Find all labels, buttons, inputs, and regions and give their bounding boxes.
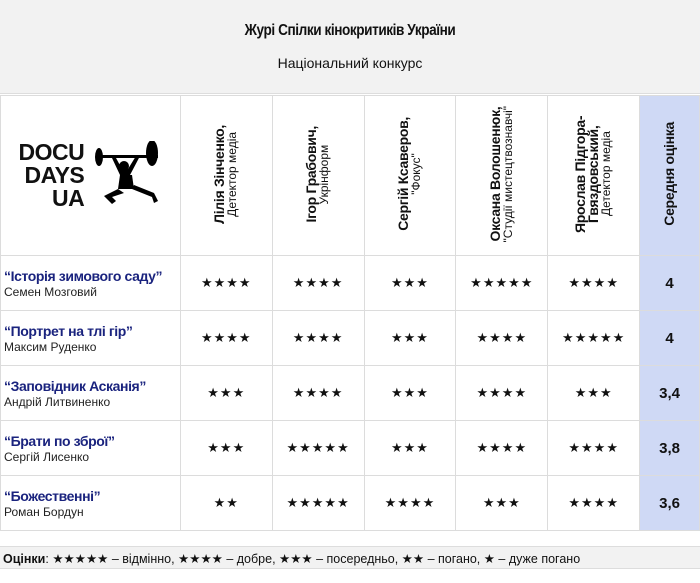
rating-cell: ★★★★★ <box>271 475 365 531</box>
rating-cell: ★★★★★ <box>547 310 641 366</box>
average-score: 3,6 <box>639 475 700 531</box>
juror-header-2: Ігор Грабович, Укрінформ <box>271 95 365 256</box>
film-cell: “Портрет на тлі гір” Максим Руденко <box>0 310 181 366</box>
average-header: Середня оцінка <box>639 95 700 256</box>
film-cell: “Історія зимового саду” Семен Мозговий <box>0 255 181 311</box>
film-title: “Божественні” <box>4 487 101 504</box>
juror-header-1: Лілія Зінченко, Детектор медіа <box>179 95 273 256</box>
table-header-row: DOCU DAYS UA Лілія Зінченко, Детектор медіа… <box>0 95 700 256</box>
film-cell: “Божественні” Роман Бордун <box>0 475 181 531</box>
film-cell: “Заповідник Асканія” Андрій Литвиненко <box>0 365 181 421</box>
film-cell: “Брати по зброї” Сергій Лисенко <box>0 420 181 476</box>
rating-cell: ★★★★ <box>455 365 549 421</box>
table-row: “Історія зимового саду” Семен Мозговий ★★★… <box>0 255 700 311</box>
rating-cell: ★★★★ <box>547 420 641 476</box>
juror-header-5: Ярослав Підгора-Гвяздовський, Детектор ме… <box>547 95 641 256</box>
rating-cell: ★★★★ <box>547 255 641 311</box>
average-score: 3,8 <box>639 420 700 476</box>
page-subtitle: Національний конкурс <box>277 55 423 71</box>
film-director: Семен Мозговий <box>4 284 97 299</box>
average-score: 3,4 <box>639 365 700 421</box>
film-director: Андрій Литвиненко <box>4 394 111 409</box>
table-row: “Божественні” Роман Бордун ★★ ★★★★★ ★★★★ ★★★ ★… <box>0 475 700 531</box>
rating-cell: ★★★★ <box>455 310 549 366</box>
table-row: “Портрет на тлі гір” Максим Руденко ★★★★ ★★… <box>0 310 700 366</box>
logo-cell: DOCU DAYS UA <box>0 95 181 256</box>
rating-cell: ★★★ <box>363 365 457 421</box>
film-title: “Історія зимового саду” <box>4 267 163 284</box>
film-director: Роман Бордун <box>4 504 84 519</box>
table-row: “Заповідник Асканія” Андрій Литвиненко ★★★… <box>0 365 700 421</box>
page-title: Журі Спілки кінокритиків України <box>244 22 456 39</box>
rating-cell: ★★★★ <box>363 475 457 531</box>
rating-cell: ★★★ <box>455 475 549 531</box>
docudays-logo: DOCU DAYS UA <box>1 140 180 211</box>
film-title: “Брати по зброї” <box>4 432 115 449</box>
film-director: Сергій Лисенко <box>4 449 90 464</box>
rating-cell: ★★★★ <box>271 365 365 421</box>
rating-cell: ★★★ <box>179 365 273 421</box>
rating-cell: ★★★★ <box>179 255 273 311</box>
rating-cell: ★★★ <box>363 420 457 476</box>
average-score: 4 <box>639 255 700 311</box>
rating-cell: ★★★ <box>363 310 457 366</box>
film-title: “Портрет на тлі гір” <box>4 322 133 339</box>
rating-legend: Оцінки: ★★★★★ – відмінно, ★★★★ – добре, … <box>0 546 700 569</box>
rating-cell: ★★★★ <box>271 255 365 311</box>
film-director: Максим Руденко <box>4 339 97 354</box>
table-row: “Брати по зброї” Сергій Лисенко ★★★ ★★★★★ ★★… <box>0 420 700 476</box>
header: Журі Спілки кінокритиків України Націона… <box>0 0 700 94</box>
rating-cell: ★★★★★ <box>271 420 365 476</box>
rating-cell: ★★★★★ <box>455 255 549 311</box>
ratings-table: DOCU DAYS UA Лілія Зінченко, Детектор медіа… <box>0 95 700 531</box>
rating-cell: ★★ <box>179 475 273 531</box>
rating-cell: ★★★★ <box>271 310 365 366</box>
rating-cell: ★★★★ <box>179 310 273 366</box>
rating-cell: ★★★★ <box>455 420 549 476</box>
average-score: 4 <box>639 310 700 366</box>
rating-cell: ★★★★ <box>547 475 641 531</box>
rating-cell: ★★★ <box>547 365 641 421</box>
juror-header-3: Сергій Ксаверов, "Фокус" <box>363 95 457 256</box>
weightlifter-icon <box>95 140 159 204</box>
film-title: “Заповідник Асканія” <box>4 377 146 394</box>
rating-cell: ★★★ <box>363 255 457 311</box>
juror-header-4: Оксана Волошенюк, "Студії мистецтвознавчі… <box>455 95 549 256</box>
rating-cell: ★★★ <box>179 420 273 476</box>
